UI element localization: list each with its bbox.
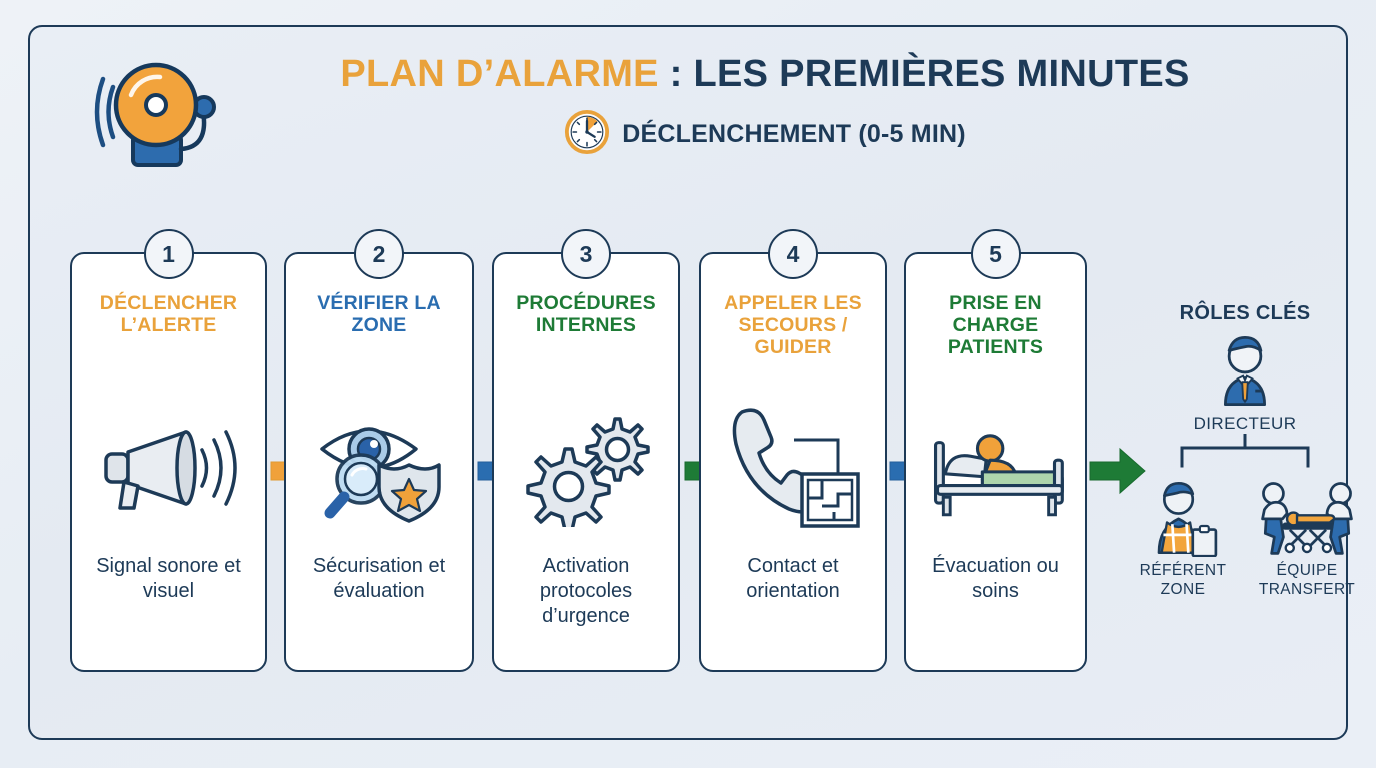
role-equipe-transfert[interactable]: ÉQUIPE TRANSFERT xyxy=(1248,479,1366,599)
step-card-1[interactable]: 1 DÉCLENCHER L’ALERTE xyxy=(70,229,267,672)
step-number-badge-4: 4 xyxy=(768,229,818,279)
key-roles-section: RÔLES CLÉS DIRECTEUR xyxy=(1120,302,1370,662)
step-number-badge-5: 5 xyxy=(970,229,1021,279)
step-description-2: Sécurisation et évaluation xyxy=(312,555,446,602)
director-person-icon xyxy=(1224,336,1266,406)
step-title-1: DÉCLENCHER L’ALERTE xyxy=(99,292,238,337)
poster-frame: PLAN D’ALARME : LES PREMIÈRES MINUTES xyxy=(28,25,1355,742)
step-description-4: Contact et orientation xyxy=(746,555,840,602)
step-number-badge-2: 2 xyxy=(354,229,404,279)
role-referent-zone[interactable]: RÉFÉRENT ZONE xyxy=(1124,479,1242,599)
phone-floorplan-icon xyxy=(701,402,885,532)
step-title-4: APPELER LES SECOURS / GUIDER xyxy=(724,292,862,359)
safety-vest-clipboard-icon xyxy=(1157,482,1218,558)
page-title: PLAN D’ALARME : LES PREMIÈRES MINUTES xyxy=(220,53,1310,95)
step-number-badge-1: 1 xyxy=(143,229,194,279)
step-number-badge-3: 3 xyxy=(561,229,611,279)
eye-magnifier-shield-icon xyxy=(286,402,472,532)
step-title-5: PRISE EN CHARGE PATIENTS xyxy=(947,292,1044,359)
role-referent-zone-label: RÉFÉRENT ZONE xyxy=(1139,562,1227,598)
poster-header: PLAN D’ALARME : LES PREMIÈRES MINUTES xyxy=(30,27,1350,187)
role-director-label: DIRECTEUR xyxy=(1193,414,1297,433)
process-flow: 1 DÉCLENCHER L’ALERTE xyxy=(30,27,1355,742)
title-separator: : xyxy=(658,53,694,95)
subtitle-row: DÉCLENCHEMENT (0-5 MIN) xyxy=(220,109,1310,160)
alarm-bell-icon xyxy=(85,57,225,167)
step-description-1: Signal sonore et visuel xyxy=(96,555,241,602)
title-block: PLAN D’ALARME : LES PREMIÈRES MINUTES xyxy=(220,53,1310,160)
roles-subordinates: RÉFÉRENT ZONE xyxy=(1120,479,1370,599)
step-card-5[interactable]: 5 PRISE EN CHARGE PATIENTS xyxy=(904,229,1087,672)
step-card-3[interactable]: 3 PROCÉDURES INTERNES Activation protoco… xyxy=(492,229,680,672)
step-title-2: VÉRIFIER LA ZONE xyxy=(317,292,441,337)
step-description-3: Activation protocoles d’urgence xyxy=(539,555,633,627)
page-subtitle: DÉCLENCHEMENT (0-5 MIN) xyxy=(622,119,966,148)
role-equipe-transfert-label: ÉQUIPE TRANSFERT xyxy=(1258,562,1356,598)
step-card-2[interactable]: 2 VÉRIFIER LA ZONE xyxy=(284,229,474,672)
arrow-step5-to-roles xyxy=(1088,444,1148,498)
clock-icon xyxy=(564,109,610,160)
roles-connector-lines xyxy=(1180,432,1310,468)
stretcher-team-icon xyxy=(1261,482,1353,556)
step-description-5: Évacuation ou soins xyxy=(932,555,1059,602)
step-title-3: PROCÉDURES INTERNES xyxy=(516,292,656,337)
title-rest: LES PREMIÈRES MINUTES xyxy=(693,53,1190,95)
gears-icon xyxy=(494,402,678,532)
title-highlight: PLAN D’ALARME xyxy=(340,53,659,95)
patient-bed-icon xyxy=(906,402,1085,532)
role-director[interactable]: DIRECTEUR xyxy=(1120,333,1370,434)
roles-title: RÔLES CLÉS xyxy=(1179,302,1311,324)
step-card-4[interactable]: 4 APPELER LES SECOURS / GUIDER xyxy=(699,229,887,672)
megaphone-icon xyxy=(72,402,265,532)
